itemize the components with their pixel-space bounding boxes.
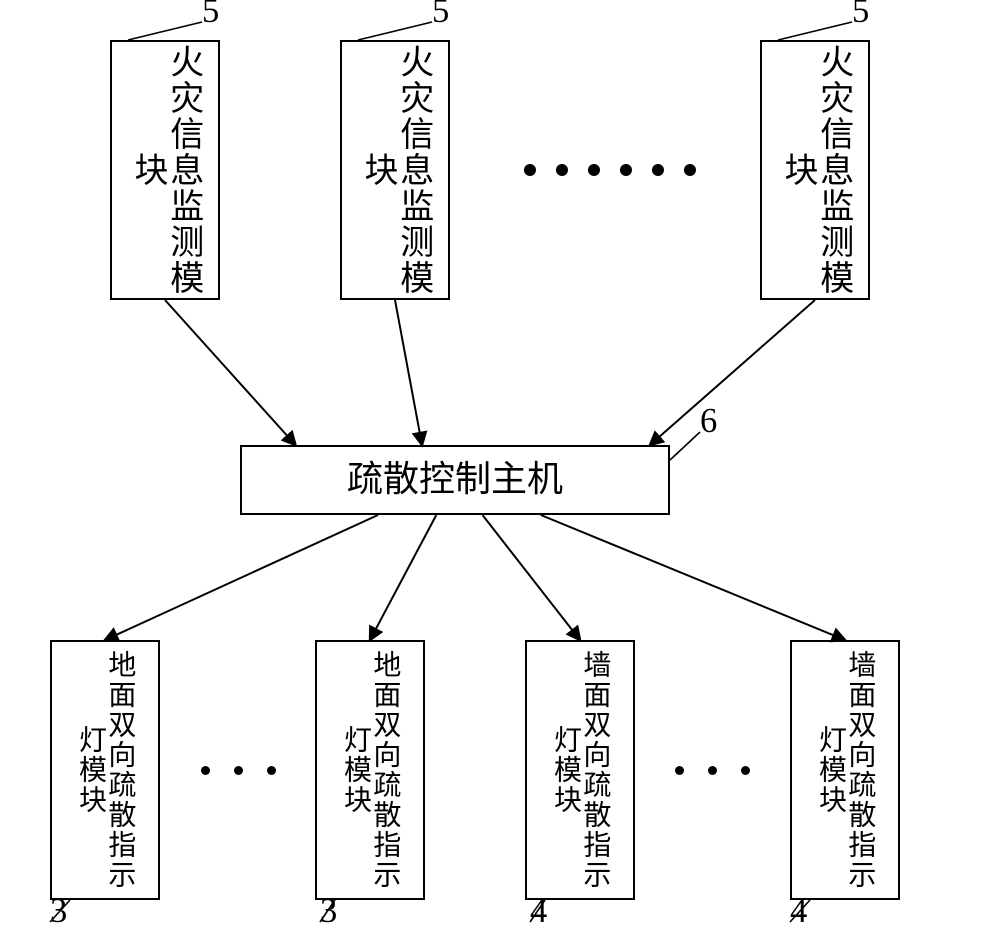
node-top3: 火灾信息监测模块 [760, 40, 870, 300]
node-bot2-text: 地面双向疏散指示灯模块 [341, 642, 400, 898]
edge-arrow [483, 515, 581, 640]
node-top3-text: 火灾信息监测模块 [779, 42, 850, 298]
ellipsis-dot [588, 164, 600, 176]
node-top2: 火灾信息监测模块 [340, 40, 450, 300]
ellipsis-top [524, 164, 696, 176]
edge-arrow [541, 515, 845, 640]
ellipsis-dot [652, 164, 664, 176]
label-top2: 5 [432, 0, 449, 31]
edge-arrow [370, 515, 436, 640]
leader-line [778, 22, 852, 40]
node-bot1: 地面双向疏散指示灯模块 [50, 640, 160, 900]
label-top1: 5 [202, 0, 219, 31]
label-top3: 5 [852, 0, 869, 31]
label-bot3: 4 [530, 892, 547, 931]
ellipsis-dot [708, 766, 717, 775]
node-center: 疏散控制主机 [240, 445, 670, 515]
node-center-text: 疏散控制主机 [347, 461, 563, 499]
leader-line [358, 22, 432, 40]
ellipsis-dot [675, 766, 684, 775]
edge-arrow [105, 515, 378, 640]
node-top1: 火灾信息监测模块 [110, 40, 220, 300]
node-bot4-text: 墙面双向疏散指示灯模块 [816, 642, 875, 898]
ellipsis-dot [234, 766, 243, 775]
edge-arrow [165, 300, 296, 445]
ellipsis-dot [267, 766, 276, 775]
ellipsis-dot [741, 766, 750, 775]
node-bot1-text: 地面双向疏散指示灯模块 [76, 642, 135, 898]
ellipsis-bottom-right [675, 766, 750, 775]
node-bot3: 墙面双向疏散指示灯模块 [525, 640, 635, 900]
ellipsis-dot [620, 164, 632, 176]
ellipsis-dot [201, 766, 210, 775]
ellipsis-dot [556, 164, 568, 176]
leader-line [670, 432, 700, 460]
edge-arrow [650, 300, 815, 445]
edge-arrow [395, 300, 422, 445]
ellipsis-dot [684, 164, 696, 176]
leader-line [128, 22, 202, 40]
node-bot2: 地面双向疏散指示灯模块 [315, 640, 425, 900]
label-bot4: 4 [790, 892, 807, 931]
node-bot3-text: 墙面双向疏散指示灯模块 [551, 642, 610, 898]
ellipsis-bottom-left [201, 766, 276, 775]
node-top1-text: 火灾信息监测模块 [129, 42, 200, 298]
label-bot2: 3 [320, 892, 337, 931]
node-top2-text: 火灾信息监测模块 [359, 42, 430, 298]
label-bot1: 3 [50, 892, 67, 931]
ellipsis-dot [524, 164, 536, 176]
node-bot4: 墙面双向疏散指示灯模块 [790, 640, 900, 900]
label-center: 6 [700, 402, 717, 441]
